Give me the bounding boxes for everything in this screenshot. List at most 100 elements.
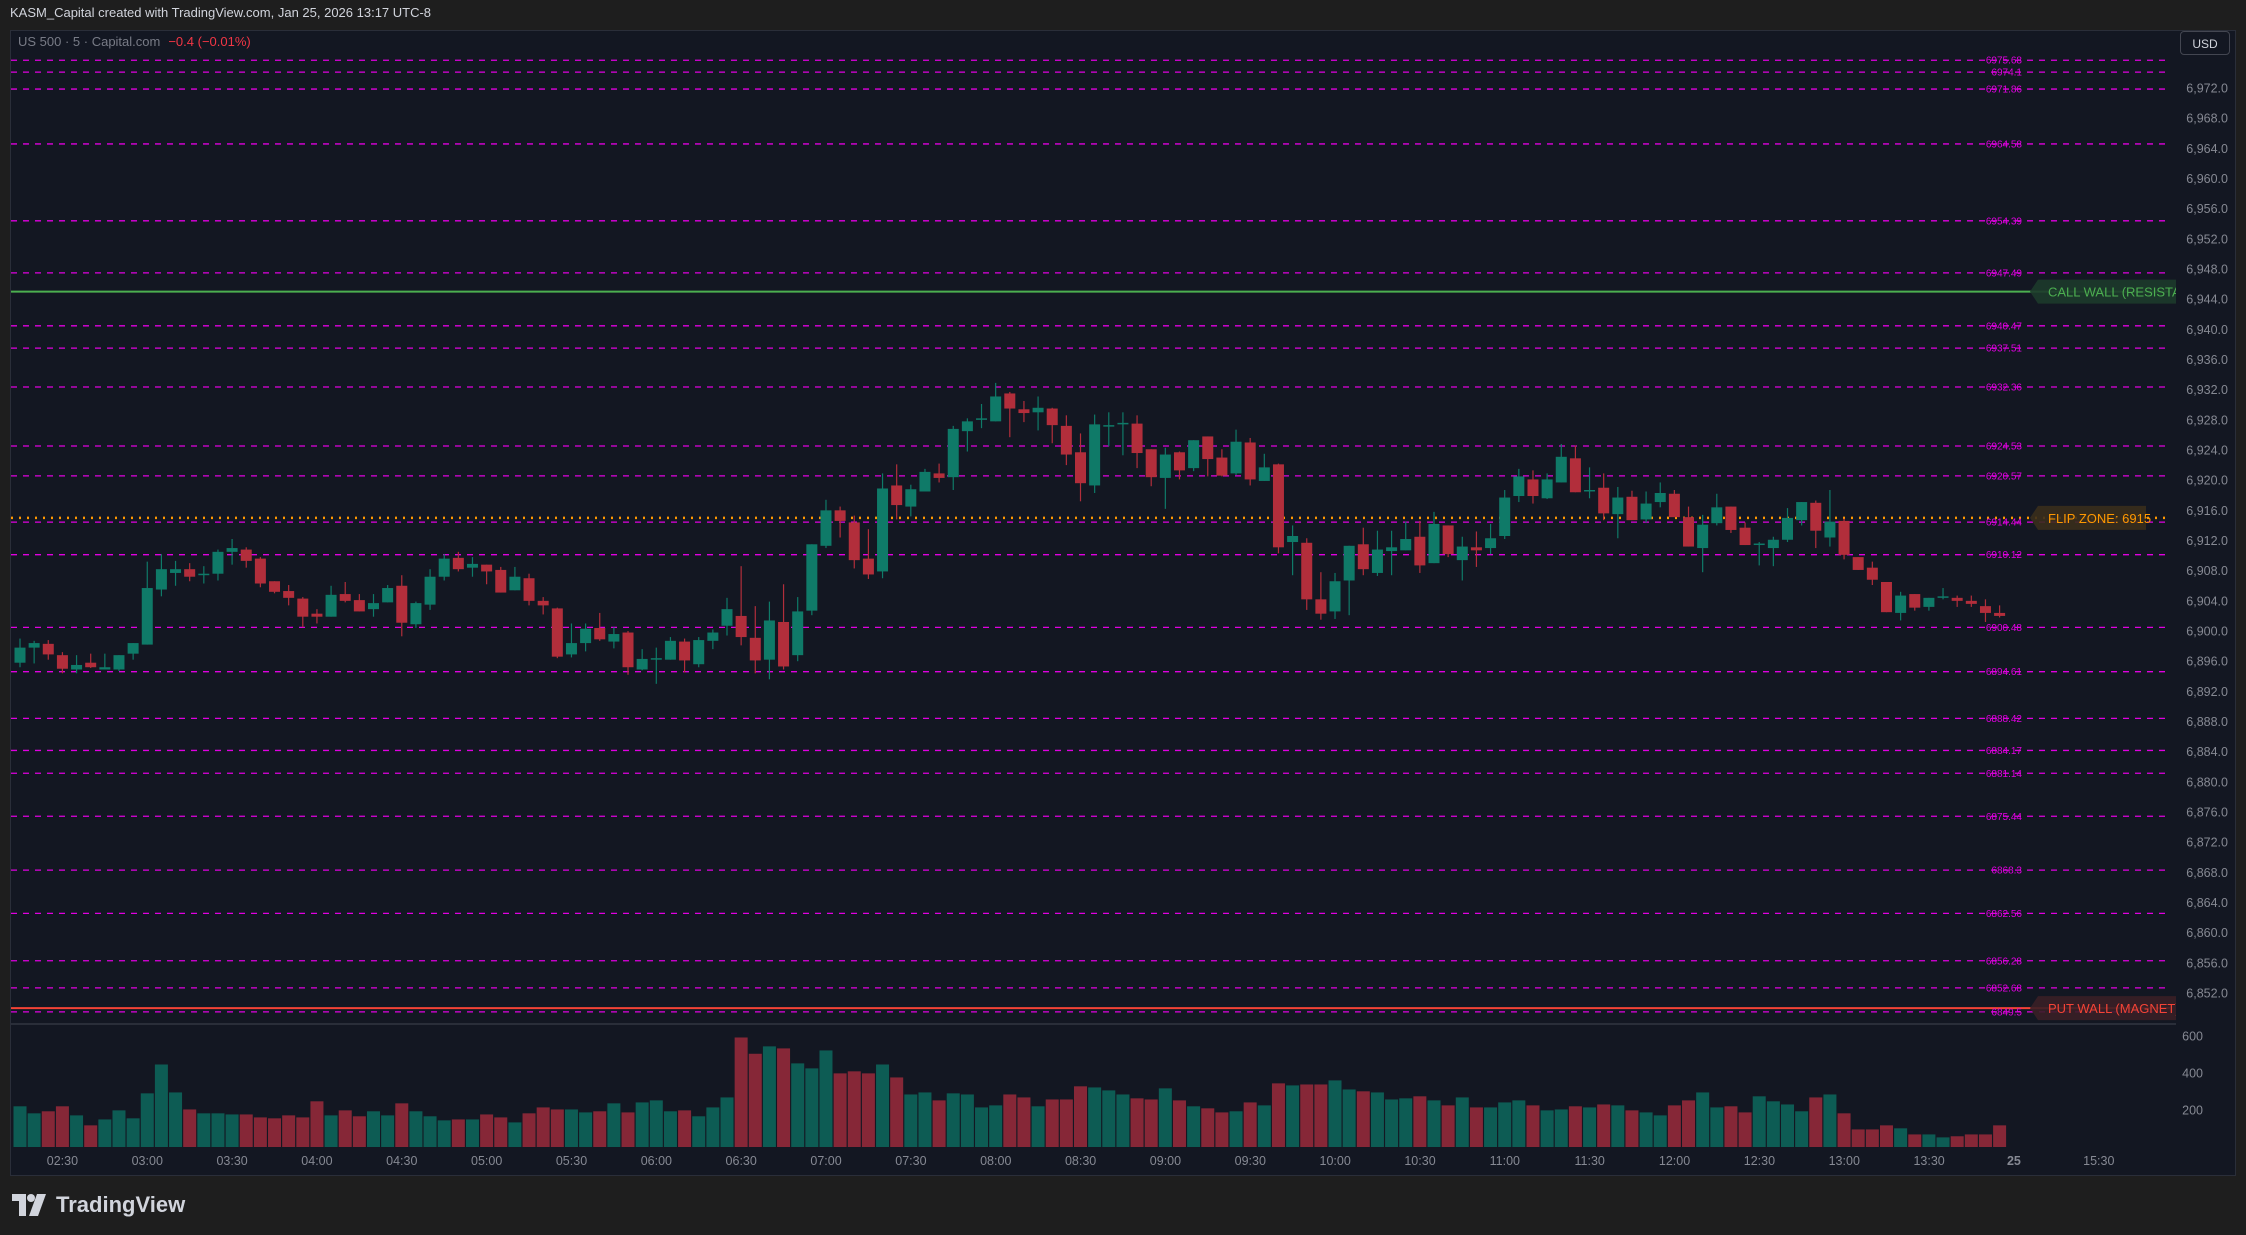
price-tick-label: 6,972.0 — [2186, 82, 2228, 96]
candle — [862, 529, 874, 579]
candle-body — [1697, 524, 1709, 549]
candle — [1598, 473, 1610, 521]
volume-bar — [1286, 1085, 1300, 1147]
candle-body — [976, 418, 988, 420]
price-tick-label: 6,868.0 — [2186, 866, 2228, 880]
volume-bar — [621, 1112, 635, 1147]
volume-bar — [1964, 1134, 1978, 1147]
candle-body — [1343, 545, 1355, 581]
level-label: 6975.68 — [1986, 56, 2023, 67]
candle — [976, 404, 988, 429]
symbol-info: US 500 · 5 · Capital.com — [18, 34, 161, 49]
candle — [1414, 520, 1426, 573]
level-label: 6971.86 — [1986, 85, 2023, 96]
price-axis[interactable] — [2176, 31, 2235, 1146]
candle-body — [325, 594, 337, 617]
volume-bar — [1271, 1083, 1285, 1147]
candle-body — [1767, 539, 1779, 549]
candle-body — [1301, 542, 1313, 600]
price-tick-label: 6,864.0 — [2186, 896, 2228, 910]
level-label: 6852.68 — [1986, 983, 2023, 994]
time-tick-label: 09:30 — [1235, 1154, 1266, 1168]
volume-bar — [1512, 1100, 1526, 1147]
candle — [1711, 493, 1723, 526]
volume-bar — [1809, 1097, 1823, 1147]
volume-bar — [1017, 1097, 1031, 1147]
candle — [1145, 449, 1157, 487]
candle — [537, 597, 549, 615]
candle — [1428, 511, 1440, 564]
price-tick-label: 6,880.0 — [2186, 775, 2228, 789]
volume-bar — [550, 1109, 564, 1147]
candle — [1485, 523, 1497, 555]
volume-bar — [1342, 1089, 1356, 1147]
candle — [565, 623, 577, 658]
candle-body — [848, 522, 860, 561]
candle — [1329, 572, 1341, 619]
candle — [749, 606, 761, 674]
time-tick-label: 04:00 — [301, 1154, 332, 1168]
level-label: 6894.61 — [1986, 667, 2023, 678]
candle-body — [1230, 441, 1242, 474]
volume-bar — [1441, 1105, 1455, 1147]
price-tick-label: 6,964.0 — [2186, 142, 2228, 156]
price-tick-label: 6,956.0 — [2186, 202, 2228, 216]
candle — [523, 573, 535, 606]
time-axis[interactable] — [11, 1148, 2176, 1175]
candle-body — [905, 489, 917, 507]
candle-body — [1880, 582, 1892, 613]
price-change: −0.4 (−0.01%) — [168, 34, 251, 49]
put-wall-label-box — [2030, 996, 2176, 1021]
volume-bar — [1498, 1102, 1512, 1147]
volume-bar — [1625, 1110, 1639, 1147]
candle — [1386, 530, 1398, 576]
symbol-legend[interactable]: US 500 · 5 · Capital.com −0.4 (−0.01%) — [18, 34, 251, 49]
candle — [1810, 500, 1822, 549]
candle-body — [1216, 457, 1228, 476]
volume-bar — [1752, 1096, 1766, 1147]
volume-bar — [890, 1077, 904, 1147]
volume-bar — [1003, 1094, 1017, 1147]
candle — [184, 563, 196, 582]
candle — [56, 652, 68, 674]
price-tick-label: 6,892.0 — [2186, 685, 2228, 699]
candle-body — [1725, 506, 1737, 530]
candle-body — [1329, 581, 1341, 612]
candle-body — [1527, 479, 1539, 497]
time-tick-label: 09:00 — [1150, 1154, 1181, 1168]
candle — [693, 637, 705, 668]
candle-body — [1499, 497, 1511, 536]
candle-body — [509, 576, 521, 591]
candle-body — [1442, 525, 1454, 555]
candle-body — [1287, 535, 1299, 543]
volume-bar — [1399, 1098, 1413, 1147]
candle — [495, 566, 507, 593]
candle-body — [1357, 544, 1369, 570]
candle — [1018, 400, 1030, 423]
volume-bar — [904, 1094, 918, 1147]
level-label: 6937.51 — [1986, 344, 2023, 355]
currency-button[interactable]: USD — [2180, 31, 2230, 55]
volume-bar — [508, 1122, 522, 1147]
volume-bar — [593, 1111, 607, 1147]
volume-bar — [84, 1125, 98, 1147]
volume-bar — [692, 1116, 706, 1147]
candle — [1937, 588, 1949, 600]
volume-bar — [1328, 1080, 1342, 1147]
candle — [226, 539, 238, 565]
candle — [85, 653, 97, 668]
candle — [1923, 597, 1935, 611]
candle — [1866, 561, 1878, 586]
candle — [509, 566, 521, 591]
candle — [778, 584, 790, 670]
volume-bar — [1823, 1094, 1837, 1147]
candle — [707, 629, 719, 650]
candle-body — [240, 549, 252, 561]
candle — [1456, 536, 1468, 581]
candle — [99, 653, 111, 670]
candle-body — [1060, 425, 1072, 455]
price-tick-label: 6,916.0 — [2186, 504, 2228, 518]
level-label: 6924.53 — [1986, 442, 2023, 453]
candle-body — [1188, 440, 1200, 469]
